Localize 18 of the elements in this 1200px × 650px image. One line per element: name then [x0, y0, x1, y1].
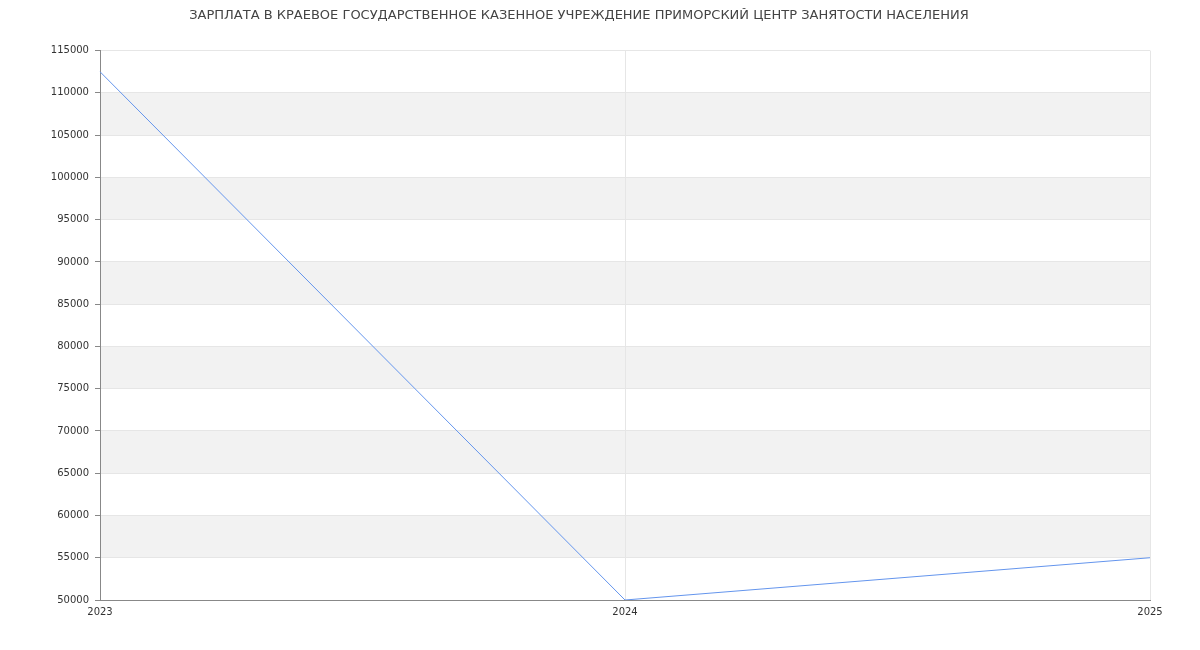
y-tick-label: 90000 — [57, 255, 89, 267]
x-tick-label: 2025 — [1137, 605, 1163, 617]
y-tick-label: 100000 — [50, 170, 89, 182]
y-tick-label: 105000 — [50, 128, 89, 140]
x-tick-label: 2024 — [612, 605, 638, 617]
x-tick-label: 2023 — [87, 605, 113, 617]
y-tick-label: 60000 — [57, 509, 89, 521]
y-tick-label: 110000 — [50, 86, 89, 98]
y-tick-label: 50000 — [57, 593, 89, 605]
y-tick-label: 115000 — [50, 44, 89, 56]
y-tick-label: 70000 — [57, 424, 89, 436]
y-tick-label: 85000 — [57, 297, 89, 309]
y-tick-label: 95000 — [57, 213, 89, 225]
chart-title: ЗАРПЛАТА В КРАЕВОЕ ГОСУДАРСТВЕННОЕ КАЗЕННОЕ УЧРЕЖДЕНИЕ ПРИМОРСКИЙ ЦЕНТР ЗАНЯТОСТИ НАСЕЛЕНИЯ — [189, 7, 969, 23]
y-tick-label: 75000 — [57, 382, 89, 394]
y-tick-label: 80000 — [57, 340, 89, 352]
y-tick-label: 55000 — [57, 551, 89, 563]
y-tick-label: 65000 — [57, 466, 89, 478]
